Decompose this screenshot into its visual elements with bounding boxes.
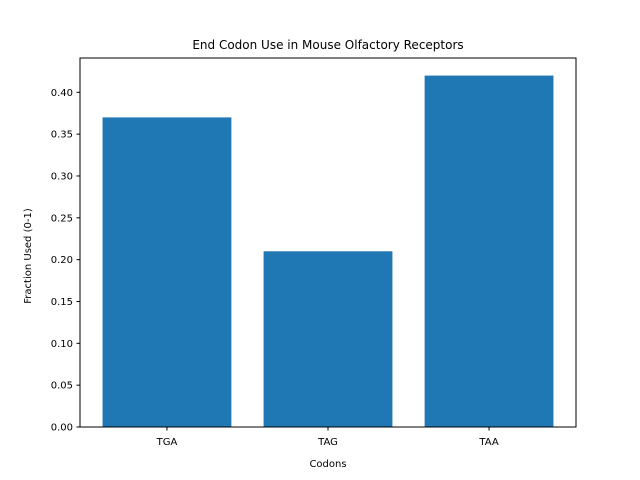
y-tick-label: 0.15 [51,297,73,308]
bar-tga [102,117,232,427]
x-tick-label: TAG [317,437,338,448]
y-tick-label: 0.20 [51,255,73,266]
y-tick-label: 0.05 [51,381,73,392]
x-axis-label: Codons [309,459,346,470]
bar-tag [263,251,393,427]
y-tick-label: 0.10 [51,339,73,350]
y-tick-label: 0.35 [51,130,73,141]
y-tick-label: 0.40 [51,88,73,99]
bar-taa [424,75,554,428]
y-tick-label: 0.00 [51,423,73,434]
y-tick-label: 0.25 [51,213,73,224]
y-axis-label: Fraction Used (0-1) [23,208,34,304]
y-tick-label: 0.30 [51,171,73,182]
x-tick-label: TAA [478,437,498,448]
plot-area: 0.00 0.05 0.10 0.15 0.20 0.25 0.30 0.35 0.40 TGA T… [51,57,577,448]
chart-title: End Codon Use in Mouse Olfactory Recepto… [192,38,463,52]
x-tick-label: TGA [156,437,178,448]
